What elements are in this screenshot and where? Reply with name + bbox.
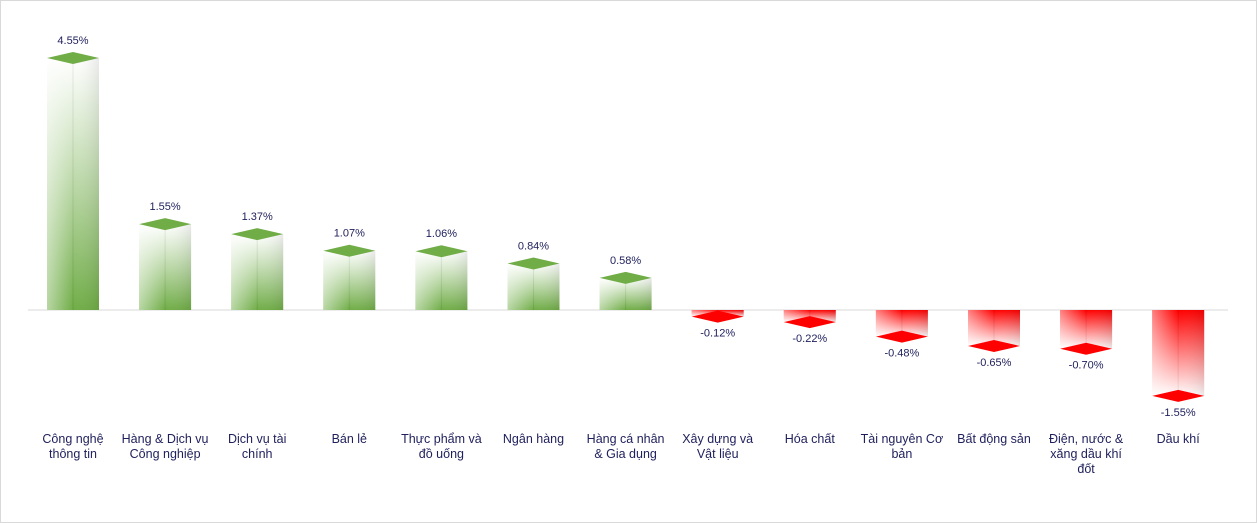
x-tick-label: Tài nguyên Cơ bản: [860, 432, 944, 461]
value-label: -0.48%: [884, 347, 919, 359]
value-label: 1.37%: [242, 211, 273, 223]
value-label: 0.84%: [518, 240, 549, 252]
value-label: -0.70%: [1069, 360, 1104, 372]
x-tick-label: Hàng & Dịch vụ Công nghiệp: [121, 432, 209, 461]
value-label: -1.55%: [1161, 407, 1196, 419]
bar: [691, 310, 744, 323]
x-tick-label: Hóa chất: [784, 432, 835, 446]
value-label: -0.12%: [700, 328, 735, 340]
value-label: 1.06%: [426, 228, 457, 240]
x-tick-label: Điện, nước & xăng dầu khí đốt: [1048, 432, 1124, 476]
x-tick-label: Xây dựng và Vật liệu: [682, 432, 754, 461]
value-label: 1.55%: [149, 201, 180, 213]
bar: [415, 245, 468, 310]
bar: [875, 310, 928, 343]
x-tick-label: Dịch vụ tài chính: [228, 432, 287, 461]
value-label: 0.58%: [610, 255, 641, 267]
bar: [231, 228, 284, 310]
value-label: -0.65%: [977, 357, 1012, 369]
x-tick-label: Dầu khí: [1156, 432, 1200, 446]
bar: [783, 310, 836, 329]
value-label: -0.22%: [792, 333, 827, 345]
bar: [47, 52, 99, 310]
bar: [1152, 310, 1205, 402]
value-label: 1.07%: [334, 228, 365, 240]
x-tick-label: Công nghệ thông tin: [42, 432, 104, 461]
x-tick-label: Bán lẻ: [331, 432, 368, 446]
bar: [599, 271, 652, 310]
x-tick-label: Hàng cá nhân & Gia dụng: [586, 432, 665, 461]
bar: [139, 218, 192, 310]
bar: [968, 310, 1020, 352]
bar: [1060, 310, 1113, 355]
x-tick-label: Thực phẩm và đồ uống: [401, 432, 482, 461]
x-tick-label: Bất động sản: [957, 432, 1031, 446]
bar: [323, 244, 376, 310]
bar: [507, 257, 560, 310]
value-label: 4.55%: [57, 35, 88, 47]
x-tick-label: Ngân hàng: [502, 432, 565, 446]
